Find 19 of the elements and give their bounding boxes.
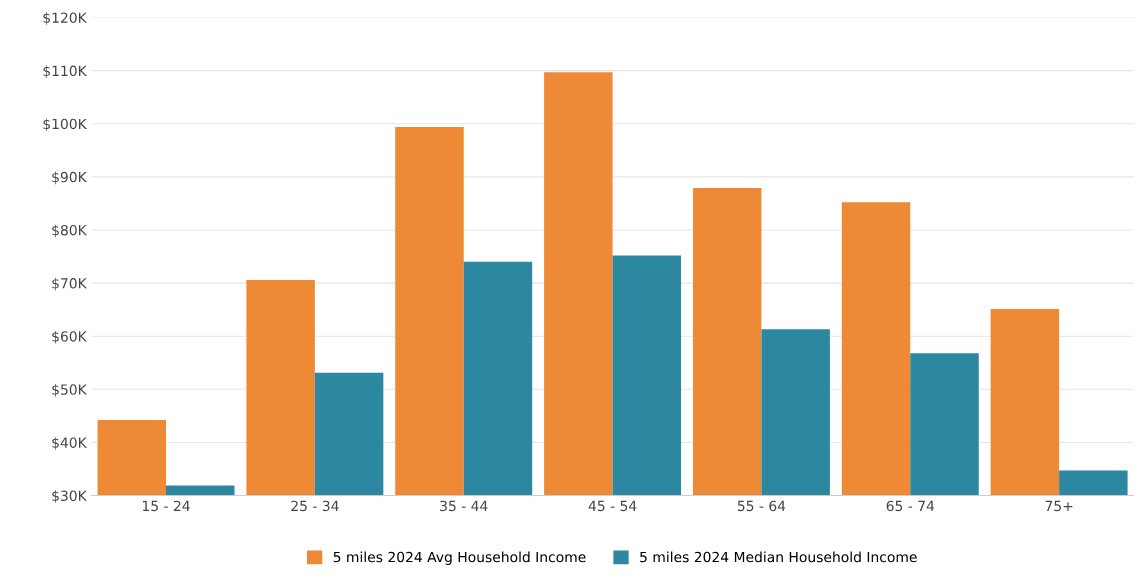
- x-tick-label: 15 - 24: [142, 500, 190, 512]
- y-tick-label: $30K: [52, 490, 88, 503]
- y-tick-label: $50K: [52, 384, 88, 397]
- x-tick-label: 55 - 64: [737, 500, 786, 512]
- x-tick-label: 45 - 54: [588, 500, 637, 512]
- y-tick-label: $40K: [52, 437, 88, 450]
- y-tick-label: $70K: [52, 277, 88, 291]
- y-tick-label: $90K: [52, 171, 88, 185]
- x-tick-label: 75+: [1045, 500, 1073, 512]
- x-tick-label: 25 - 34: [291, 500, 339, 512]
- y-tick-label: $100K: [43, 118, 88, 132]
- y-tick-label: $80K: [52, 224, 88, 238]
- legend-label: 5 miles 2024 Median Household Income: [640, 551, 917, 563]
- x-tick-label: 65 - 74: [886, 500, 935, 512]
- x-tick-label: 35 - 44: [440, 500, 488, 512]
- legend-label: 5 miles 2024 Avg Household Income: [333, 551, 586, 565]
- y-tick-label: $110K: [43, 65, 88, 78]
- y-tick-label: $60K: [52, 330, 88, 344]
- y-tick-label: $120K: [43, 12, 88, 25]
